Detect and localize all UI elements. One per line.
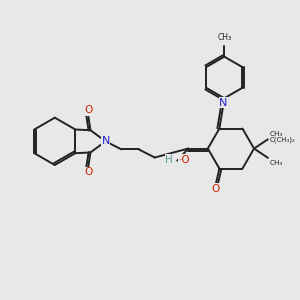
Text: O: O bbox=[212, 184, 220, 194]
Text: ·O: ·O bbox=[179, 155, 190, 165]
Text: N: N bbox=[219, 98, 228, 108]
Text: CH₃: CH₃ bbox=[270, 160, 283, 166]
Text: O: O bbox=[84, 167, 92, 177]
Text: C(CH₃)₂: C(CH₃)₂ bbox=[269, 136, 295, 142]
Text: CH₃: CH₃ bbox=[217, 33, 231, 42]
Text: CH₃: CH₃ bbox=[270, 131, 283, 137]
Text: O: O bbox=[84, 105, 92, 115]
Text: H: H bbox=[165, 155, 173, 165]
Text: N: N bbox=[101, 136, 110, 146]
